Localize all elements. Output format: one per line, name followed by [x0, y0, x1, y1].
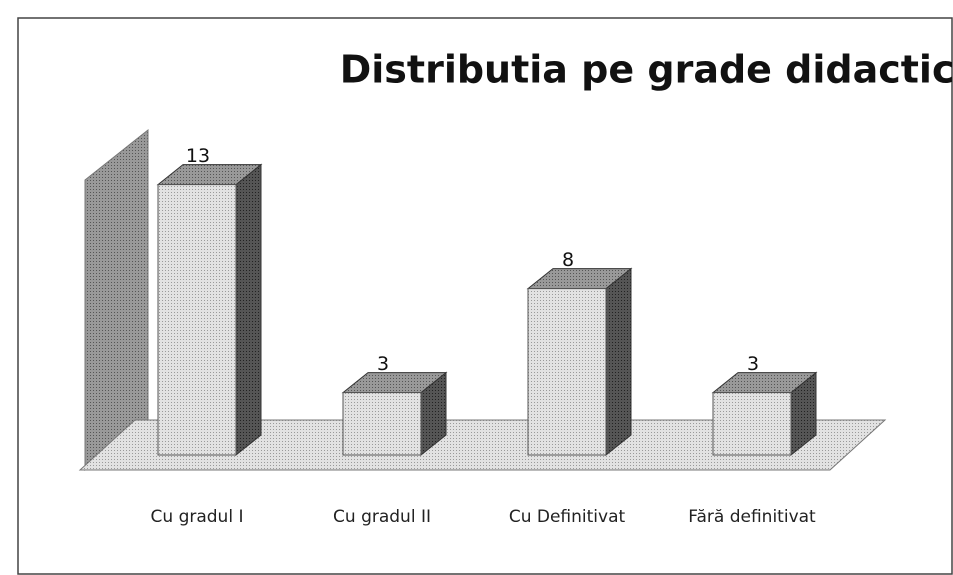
data-label: 13	[186, 145, 210, 167]
frame	[17, 17, 953, 575]
bar-side	[605, 267, 632, 457]
back-wall	[84, 128, 149, 472]
bar	[527, 288, 607, 456]
bar-side	[235, 163, 262, 457]
data-label: 3	[377, 353, 389, 375]
data-label: 3	[747, 353, 759, 375]
bar	[712, 392, 792, 456]
x-tick-label: Fără definitivat	[688, 507, 816, 527]
chart-title: Distributia pe grade didactice	[340, 48, 953, 92]
x-tick-label: Cu gradul II	[333, 507, 431, 527]
bar	[157, 184, 237, 456]
x-tick-label: Cu Definitivat	[508, 507, 626, 527]
bar	[342, 392, 422, 456]
data-label: 8	[562, 249, 574, 271]
x-tick-label: Cu gradul I	[150, 507, 244, 527]
floor	[78, 419, 887, 471]
